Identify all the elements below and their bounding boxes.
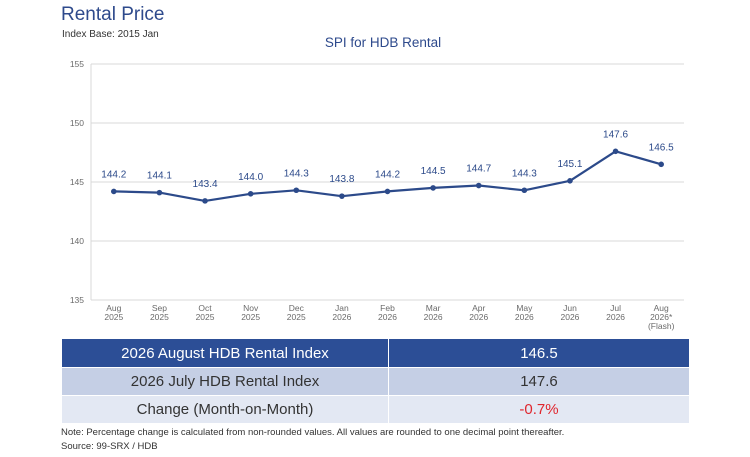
y-tick-label: 140 [70,236,84,246]
data-label: 144.1 [147,171,172,182]
x-tick-label: Oct 2025 [196,303,215,322]
index-base-label: Index Base: 2015 Jan [62,29,159,40]
table-row: 2026 July HDB Rental Index 147.6 [61,367,690,396]
data-label: 147.6 [603,129,628,140]
x-tick-label-line: 2026 [424,312,443,322]
x-tick-label-line: Aug [654,303,669,313]
x-tick-label: Aug 2026* (Flash) [648,303,675,331]
data-point [156,189,163,196]
x-tick-label-line: 2025 [287,312,306,322]
row-label: Change (Month-on-Month) [61,395,389,424]
source-note: Source: 99-SRX / HDB [61,441,158,452]
x-tick-label: Nov 2025 [241,303,260,322]
x-tick-label-line: Jun [563,303,577,313]
y-axis-ticks: 135 140 145 150 155 [70,59,84,305]
x-tick-label-line: 2026 [378,312,397,322]
x-tick-label: Jan 2026 [332,303,351,322]
data-point [430,185,436,191]
y-tick-label: 145 [70,177,84,187]
x-tick-label-line: Oct [198,303,212,313]
data-point [567,178,573,184]
x-tick-label-line: 2026 [561,312,580,322]
data-label: 143.8 [329,174,354,185]
x-tick-label: Mar 2026 [424,303,443,322]
data-point [475,182,482,189]
table-row: 2026 August HDB Rental Index 146.5 [61,338,690,368]
x-tick-label-line: Mar [426,303,441,313]
x-tick-label-line: Jul [610,303,621,313]
y-tick-label: 135 [70,295,84,305]
table-row: Change (Month-on-Month) -0.7% [61,395,690,424]
data-label: 144.3 [512,168,537,179]
data-label: 143.4 [193,179,218,190]
x-tick-label-line: 2025 [104,312,123,322]
data-label: 144.2 [375,169,400,180]
data-label: 146.5 [649,142,674,153]
x-tick-label: Jul 2026 [606,303,625,322]
x-tick-label: May 2026 [515,303,534,322]
x-tick-label-line: 2026 [469,312,488,322]
row-label: 2026 July HDB Rental Index [61,367,389,396]
x-tick-label: Feb 2026 [378,303,397,322]
chart-title: SPI for HDB Rental [325,35,441,50]
data-label: 144.2 [101,169,126,180]
x-tick-label: Dec 2025 [287,303,306,322]
x-tick-label-line: Aug [106,303,121,313]
x-tick-label-line: 2026 [515,312,534,322]
row-label: 2026 August HDB Rental Index [61,338,389,368]
row-value: 146.5 [388,338,690,368]
data-labels: 144.2 144.1 143.4 144.0 144.3 143.8 144.2 144.5… [101,129,674,190]
x-tick-label-line: 2025 [196,312,215,322]
data-point [612,148,619,155]
x-tick-label-line: 2026 [606,312,625,322]
data-label: 144.3 [284,168,309,179]
x-tick-label-line: 2025 [241,312,260,322]
x-tick-label-line: 2026 [332,312,351,322]
x-tick-label-line: 2026* [650,312,673,322]
data-label: 144.0 [238,172,263,183]
gridlines [90,63,684,301]
change-value: -0.7% [388,395,690,424]
x-tick-label-line: Dec [289,303,305,313]
x-tick-label: Sep 2025 [150,303,169,322]
summary-table: 2026 August HDB Rental Index 146.5 2026 … [61,338,690,424]
data-point [111,188,117,195]
x-tick-label-line: Feb [380,303,395,313]
x-tick-label: Apr 2026 [469,303,488,322]
data-label: 145.1 [557,159,582,170]
data-point [384,188,391,195]
data-point [339,193,345,199]
data-label: 144.7 [466,164,491,175]
x-tick-label-line: 2025 [150,312,169,322]
y-tick-label: 150 [70,118,84,128]
data-point [247,191,254,197]
x-tick-label-line: Sep [152,303,167,313]
row-value: 147.6 [388,367,690,396]
x-tick-label-line: Nov [243,303,259,313]
x-tick-label-line: Jan [335,303,349,313]
x-tick-label-line: (Flash) [648,321,675,331]
page-title: Rental Price [61,4,165,25]
data-point [521,187,528,194]
data-point [658,161,664,168]
x-tick-label-line: Apr [472,303,485,313]
x-tick-label-line: May [516,303,533,313]
data-label: 144.5 [421,166,446,177]
data-point [202,198,208,204]
footnote: Note: Percentage change is calculated fr… [61,427,565,438]
y-tick-label: 155 [70,59,84,69]
x-tick-label: Aug 2025 [104,303,123,322]
data-points [111,148,664,204]
x-tick-label: Jun 2026 [561,303,580,322]
data-point [293,187,300,194]
